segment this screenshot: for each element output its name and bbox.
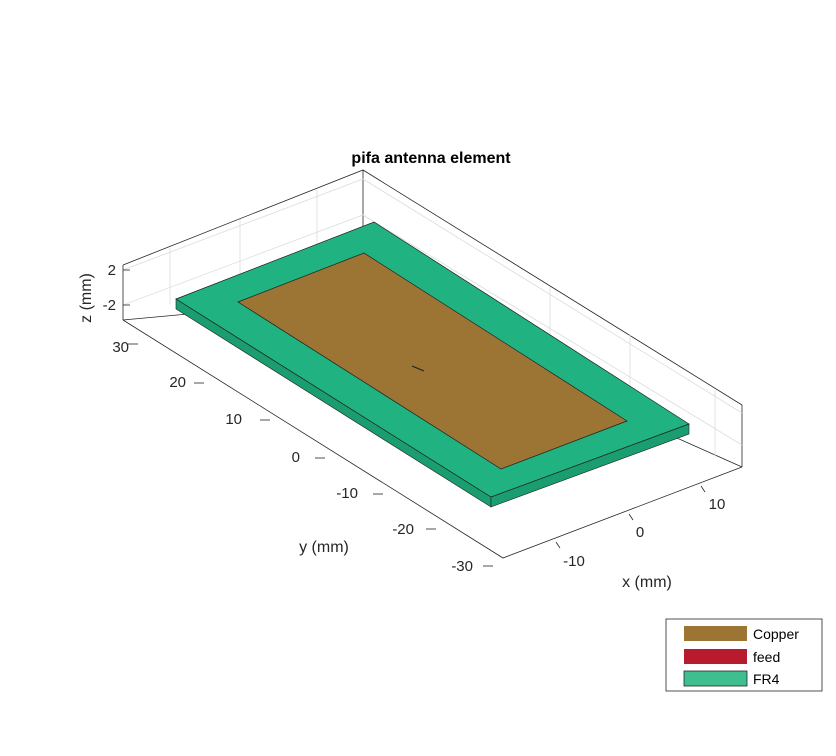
y-tick-labels: 30 20 10 0 -10 -20 -30 <box>112 339 473 575</box>
x-tick-labels: -10 0 10 <box>563 496 725 570</box>
y-axis-label: y (mm) <box>299 539 349 556</box>
antenna-geometry <box>175 221 690 508</box>
legend-swatch-feed <box>684 649 747 664</box>
z-tick-label: 2 <box>108 262 116 279</box>
chart-title: pifa antenna element <box>351 150 511 167</box>
y-tick-label: -10 <box>336 485 358 502</box>
legend: Copper feed FR4 <box>665 618 823 692</box>
y-tick-label: -30 <box>451 558 473 575</box>
x-axis-label: x (mm) <box>622 574 672 591</box>
z-axis-label: z (mm) <box>78 273 95 323</box>
legend-label: FR4 <box>753 671 780 687</box>
x-tick-label: 10 <box>709 496 726 513</box>
legend-swatch-copper <box>684 626 747 641</box>
z-tick-label: -2 <box>103 297 116 314</box>
x-tick-label: -10 <box>563 553 585 570</box>
x-tick-label: 0 <box>636 524 644 541</box>
legend-swatch-fr4 <box>683 670 748 687</box>
legend-label: Copper <box>753 626 799 642</box>
y-tick-label: -20 <box>392 521 414 538</box>
copper-patch <box>237 252 628 470</box>
legend-label: feed <box>753 649 780 665</box>
y-tick-label: 10 <box>225 411 242 428</box>
y-tick-label: 0 <box>292 449 300 466</box>
y-tick-label: 20 <box>169 374 186 391</box>
y-tick-label: 30 <box>112 339 129 356</box>
feed-marker <box>411 365 425 372</box>
z-tick-labels: 2 -2 <box>103 262 116 314</box>
